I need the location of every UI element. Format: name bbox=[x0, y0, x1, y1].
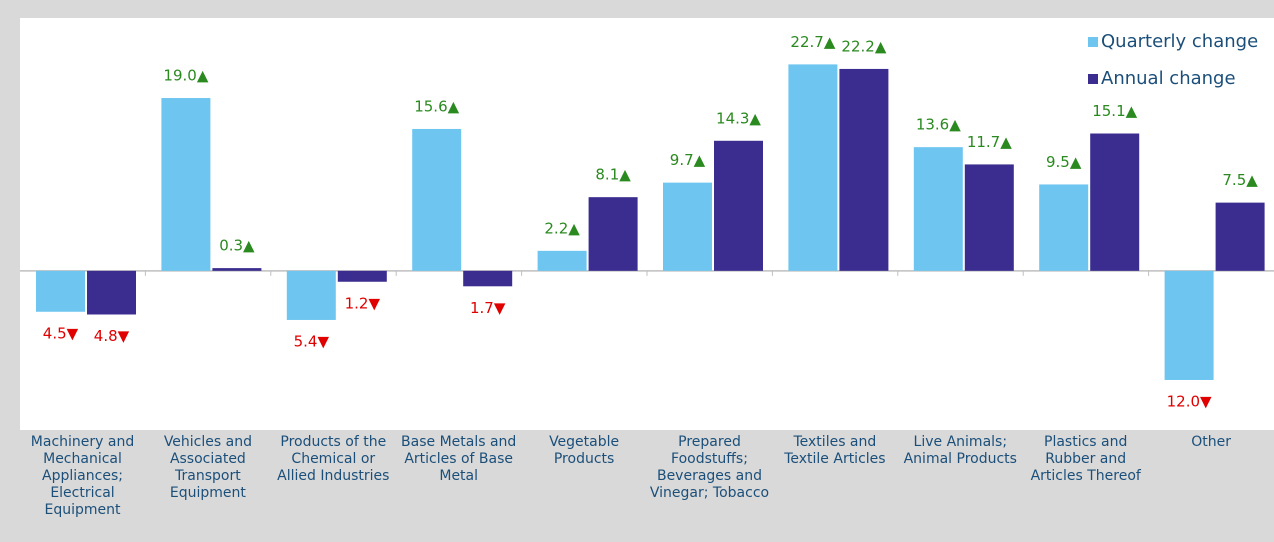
bar bbox=[337, 270, 387, 282]
bar bbox=[1164, 270, 1214, 380]
value-label: 4.8▼ bbox=[94, 327, 130, 345]
x-tick-label: Products of the Chemical or Allied Indus… bbox=[277, 434, 390, 484]
x-tick-label: Vehicles and Associated Transport Equipm… bbox=[163, 434, 252, 501]
value-label: 19.0▲ bbox=[163, 67, 208, 85]
value-label: 7.5▲ bbox=[1222, 171, 1258, 189]
value-label: 22.7▲ bbox=[790, 33, 835, 51]
x-tick-label: Prepared Foodstuffs; Beverages and Vineg… bbox=[649, 434, 770, 501]
x-tick-label: Machinery and Mechanical Appliances; Ele… bbox=[30, 434, 135, 518]
value-label: 9.7▲ bbox=[670, 151, 706, 169]
bar bbox=[663, 182, 712, 271]
bar bbox=[964, 164, 1014, 271]
bar bbox=[1215, 202, 1265, 271]
value-label: 9.5▲ bbox=[1046, 153, 1082, 171]
bar bbox=[36, 270, 85, 312]
legend-swatch bbox=[1088, 37, 1098, 47]
bar bbox=[463, 270, 513, 287]
chart: 4.5▼ 4.8▼ 19.0▲ 0.3▲ 5.4▼ 1.2▼ 15.6▲ 1.7▼ 2.2▲ 8.… bbox=[20, 18, 1274, 430]
bar bbox=[161, 98, 211, 271]
value-label: 11.7▲ bbox=[967, 133, 1012, 151]
value-label: 2.2▲ bbox=[544, 219, 580, 237]
value-label: 15.1▲ bbox=[1092, 102, 1137, 120]
value-label: 8.1▲ bbox=[595, 166, 631, 184]
legend-label: Annual change bbox=[1101, 68, 1236, 89]
value-label: 22.2▲ bbox=[841, 37, 886, 55]
bar bbox=[537, 250, 587, 271]
value-label: 15.6▲ bbox=[414, 97, 459, 115]
value-label: 4.5▼ bbox=[43, 324, 79, 342]
legend-label: Quarterly change bbox=[1101, 31, 1258, 52]
x-tick-label: Base Metals and Articles of Base Metal bbox=[401, 434, 517, 484]
bar bbox=[839, 68, 889, 271]
bar bbox=[212, 268, 262, 271]
value-label: 0.3▲ bbox=[219, 237, 255, 255]
bar bbox=[1090, 133, 1140, 271]
legend-swatch bbox=[1088, 74, 1098, 84]
x-tick-label: Textiles and Textile Articles bbox=[784, 434, 886, 467]
bar bbox=[286, 270, 336, 320]
x-tick-label: Other bbox=[1191, 434, 1231, 450]
value-label: 13.6▲ bbox=[916, 116, 961, 134]
value-label: 12.0▼ bbox=[1167, 392, 1212, 410]
x-tick-label: Plastics and Rubber and Articles Thereof bbox=[1030, 434, 1141, 484]
value-label: 14.3▲ bbox=[716, 109, 761, 127]
x-tick-label: Vegetable Products bbox=[549, 434, 620, 467]
bar bbox=[1039, 184, 1089, 271]
bar bbox=[788, 64, 838, 271]
bar bbox=[588, 197, 638, 271]
bar bbox=[913, 147, 963, 271]
value-label: 1.2▼ bbox=[345, 294, 381, 312]
x-tick-label: Live Animals; Animal Products bbox=[903, 434, 1017, 467]
bar bbox=[87, 270, 136, 315]
value-label: 5.4▼ bbox=[294, 332, 330, 350]
value-label: 1.7▼ bbox=[470, 299, 506, 317]
bar bbox=[714, 140, 763, 271]
bar bbox=[412, 128, 462, 271]
